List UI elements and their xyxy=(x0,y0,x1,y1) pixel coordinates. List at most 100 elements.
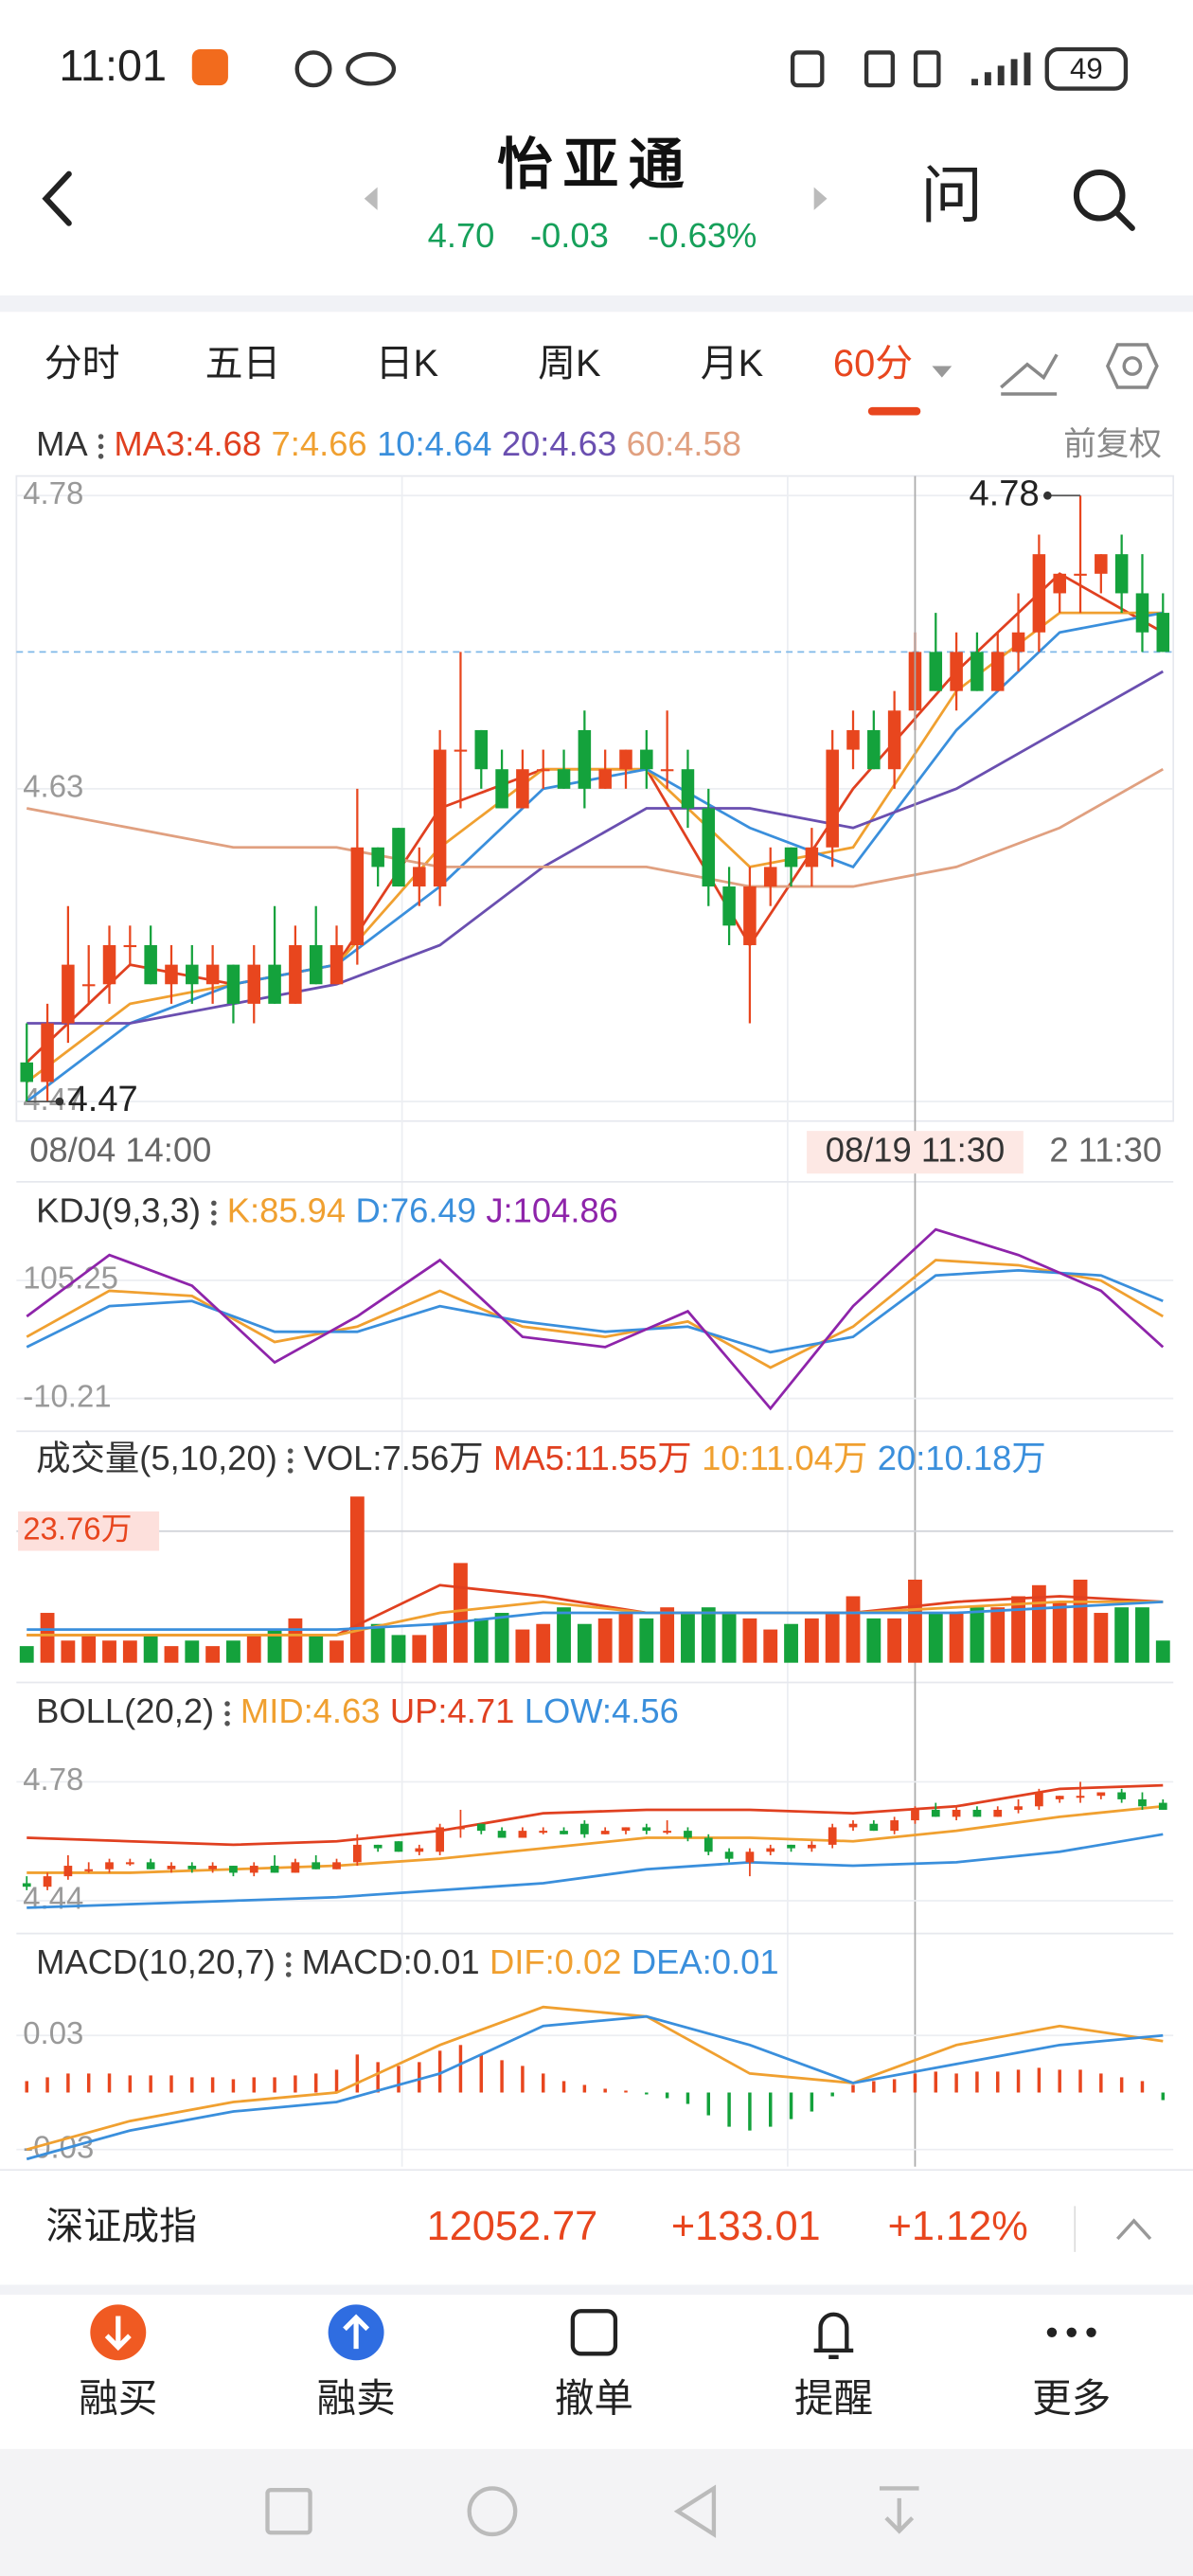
adjust-mode[interactable]: 前复权 xyxy=(1063,427,1162,463)
search-button[interactable] xyxy=(1073,169,1126,222)
candle-body xyxy=(105,1862,114,1869)
tab-underline xyxy=(867,406,921,416)
volume-bar xyxy=(226,1640,240,1663)
draw-tool[interactable] xyxy=(1000,353,1059,396)
separator-dot xyxy=(224,1701,230,1707)
candle-body xyxy=(454,749,468,752)
separator-dot xyxy=(211,1210,217,1216)
main-panel xyxy=(15,474,1175,1122)
indicator-line xyxy=(27,1833,1164,1909)
index-value: 12052.77 xyxy=(427,2204,598,2249)
period-tab[interactable]: 分时 xyxy=(45,343,120,385)
candle-body xyxy=(291,1862,300,1873)
volume-bar xyxy=(866,1618,881,1663)
volume-bar xyxy=(515,1629,530,1663)
legend-entry: DIF:0.02 xyxy=(490,1942,622,1981)
back-button[interactable] xyxy=(42,170,72,226)
legend-entry: 20:4.63 xyxy=(502,424,616,463)
ask-button[interactable]: 问 xyxy=(920,160,983,230)
legend-entry: 7:4.66 xyxy=(272,424,367,463)
divider xyxy=(0,295,1193,313)
candle-body xyxy=(84,1869,94,1871)
settings-tool[interactable] xyxy=(1105,343,1159,389)
candle-body xyxy=(828,1827,837,1845)
candle-body xyxy=(787,1844,795,1849)
candle-body xyxy=(763,867,777,887)
toolbar-label[interactable]: 融买 xyxy=(79,2376,157,2421)
candle-body xyxy=(642,1827,651,1832)
alert-icon[interactable] xyxy=(813,2312,854,2359)
volume-bar xyxy=(949,1613,964,1663)
candle-body xyxy=(681,769,695,809)
volume-bar xyxy=(494,1613,509,1663)
candle-body xyxy=(990,652,1005,691)
candle-body xyxy=(102,944,116,985)
candle-body xyxy=(993,1809,1003,1817)
volume-bar xyxy=(1052,1601,1067,1663)
tick-label-box xyxy=(18,1511,160,1551)
expand-button[interactable] xyxy=(1115,2218,1152,2241)
candle-body xyxy=(826,749,839,848)
period-tab[interactable]: 月K xyxy=(701,343,764,385)
toolbar-label[interactable]: 撤单 xyxy=(555,2376,633,2421)
candle-body xyxy=(146,1862,155,1869)
candle-body xyxy=(516,769,529,809)
separator-dot xyxy=(211,1200,217,1207)
indicator-title: 成交量(5,10,20) xyxy=(36,1439,277,1477)
nav-home[interactable] xyxy=(467,2486,518,2537)
separator-dot xyxy=(98,454,104,459)
index-change: +133.01 xyxy=(671,2204,821,2249)
candle-body xyxy=(808,1844,816,1849)
candle-body xyxy=(867,729,881,770)
volume-bar xyxy=(40,1613,55,1663)
candle-body xyxy=(600,1831,610,1834)
annotation-dot xyxy=(1043,491,1052,500)
indicator-line xyxy=(26,2014,1164,2161)
candle-body xyxy=(1158,1802,1167,1810)
separator-dot xyxy=(224,1710,230,1717)
period-tab[interactable]: 日K xyxy=(376,343,439,385)
nav-back[interactable] xyxy=(673,2484,717,2538)
candle-body xyxy=(332,1862,341,1869)
candle-body xyxy=(539,1831,548,1834)
buy-icon-arrow xyxy=(104,2316,132,2352)
toolbar-label[interactable]: 提醒 xyxy=(794,2376,873,2421)
legend-entry: LOW:4.56 xyxy=(525,1691,679,1730)
volume-bar xyxy=(473,1618,489,1663)
separator-dot xyxy=(287,1448,294,1454)
status-icon xyxy=(913,50,941,88)
separator-dot xyxy=(285,1972,292,1977)
toolbar-label[interactable]: 更多 xyxy=(1032,2376,1111,2421)
period-tabs: 分时 五日 日K 周K 月K 60分 xyxy=(45,343,913,385)
volume-bar xyxy=(329,1640,344,1663)
period-tab[interactable]: 周K xyxy=(538,343,601,385)
next-stock[interactable] xyxy=(813,187,828,210)
candle-body xyxy=(1053,573,1066,594)
y-tick-label: 0.03 xyxy=(23,2015,83,2050)
candle-body xyxy=(784,847,798,868)
candle-body xyxy=(392,828,405,887)
volume-bar xyxy=(246,1635,261,1663)
nav-bar xyxy=(0,2448,1193,2576)
separator-dot xyxy=(287,1458,294,1464)
toolbar-label[interactable]: 融卖 xyxy=(317,2376,396,2421)
indicator-title: BOLL(20,2) xyxy=(36,1691,214,1730)
volume-bar xyxy=(349,1496,365,1663)
legend-entry: MA3:4.68 xyxy=(114,424,261,463)
legend-entry: J:104.86 xyxy=(486,1190,618,1229)
index-bar[interactable] xyxy=(0,2170,1193,2285)
period-tab[interactable]: 五日 xyxy=(205,343,281,385)
period-tab[interactable]: 60分 xyxy=(833,343,913,385)
volume-bar xyxy=(1073,1579,1088,1663)
candle-body xyxy=(972,1809,982,1817)
prev-stock[interactable] xyxy=(364,187,378,210)
nav-recent[interactable] xyxy=(265,2488,312,2535)
legend-entry: DEA:0.01 xyxy=(632,1942,779,1981)
cancel-icon[interactable] xyxy=(570,2309,618,2356)
nav-down[interactable] xyxy=(879,2486,919,2534)
more-icon[interactable] xyxy=(1046,2327,1058,2338)
app-icon xyxy=(191,48,228,86)
volume-bar xyxy=(122,1640,137,1663)
tab-dropdown[interactable] xyxy=(932,366,953,378)
